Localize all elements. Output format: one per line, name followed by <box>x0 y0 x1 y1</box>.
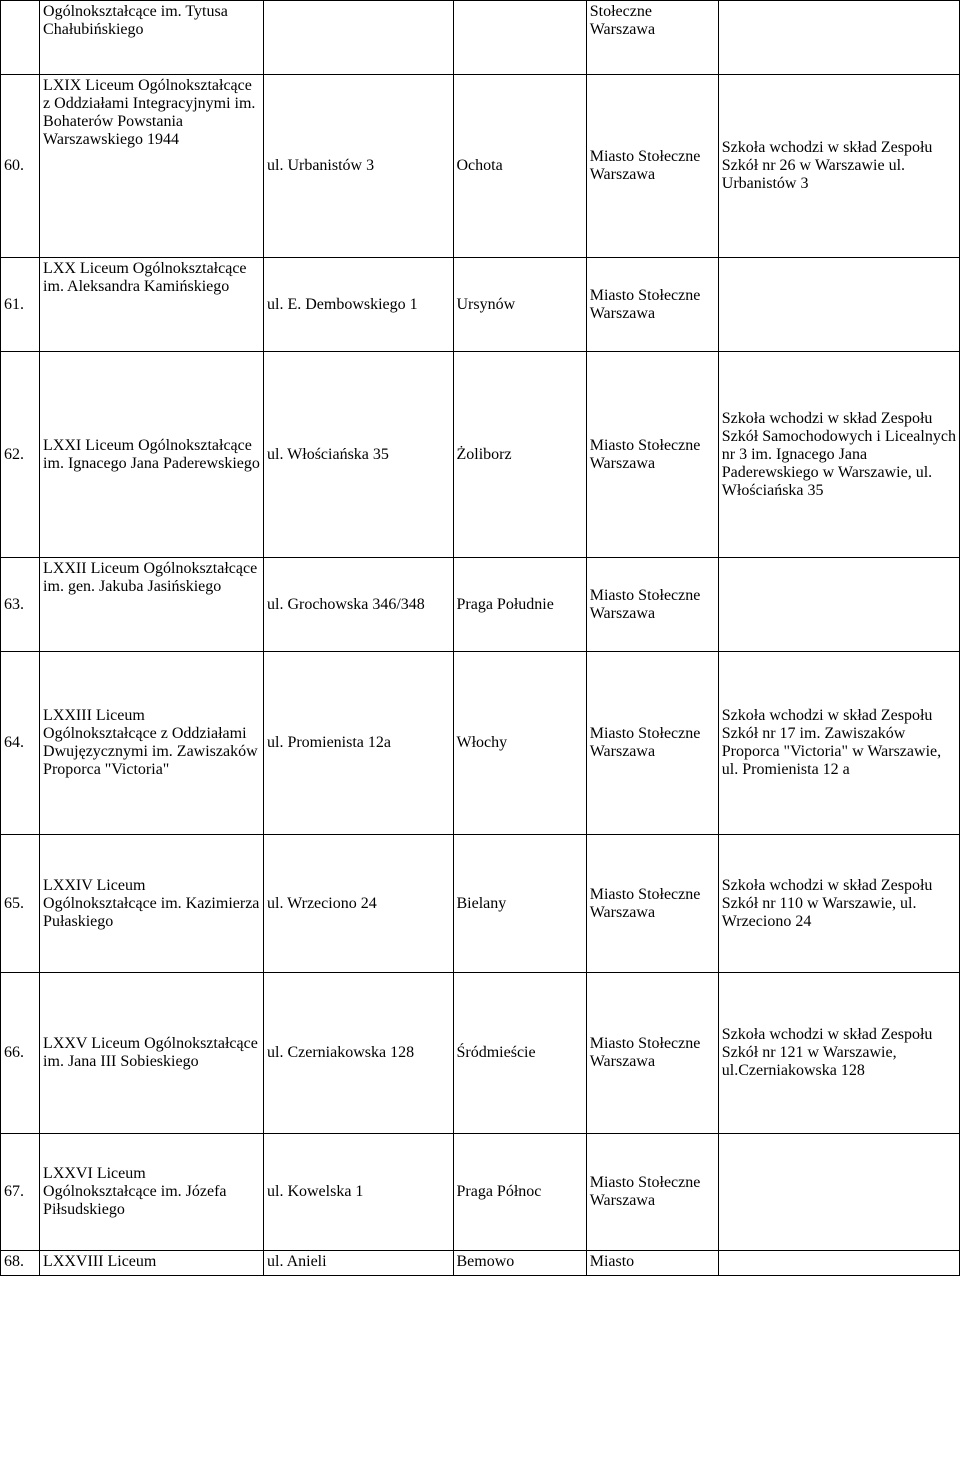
cell-dist: Włochy <box>453 652 586 835</box>
cell-city: Miasto Stołeczne Warszawa <box>586 258 718 352</box>
cell-city: Miasto Stołeczne Warszawa <box>586 558 718 652</box>
table-row: 66. LXXV Liceum Ogólnokształcące im. Jan… <box>1 973 960 1134</box>
cell-num: 61. <box>1 258 40 352</box>
cell-city: Miasto Stołeczne Warszawa <box>586 652 718 835</box>
cell-name: LXXV Liceum Ogólnokształcące im. Jana II… <box>40 973 264 1134</box>
cell-city: Miasto Stołeczne Warszawa <box>586 352 718 558</box>
cell-addr: ul. Kowelska 1 <box>264 1134 454 1251</box>
cell-name: LXX Liceum Ogólnokształcące im. Aleksand… <box>40 258 264 352</box>
cell-city: Miasto Stołeczne Warszawa <box>586 1134 718 1251</box>
table-row: Ogólnokształcące im. Tytusa Chałubińskie… <box>1 1 960 75</box>
cell-name: LXXIII Liceum Ogólnokształcące z Oddział… <box>40 652 264 835</box>
table-row: 68. LXXVIII Liceum ul. Anieli Bemowo Mia… <box>1 1251 960 1276</box>
table-row: 62. LXXI Liceum Ogólnokształcące im. Ign… <box>1 352 960 558</box>
cell-note: Szkoła wchodzi w skład Zespołu Szkół Sam… <box>718 352 959 558</box>
cell-addr: ul. E. Dembowskiego 1 <box>264 258 454 352</box>
cell-note: Szkoła wchodzi w skład Zespołu Szkół nr … <box>718 973 959 1134</box>
cell-addr: ul. Wrzeciono 24 <box>264 835 454 973</box>
cell-addr: ul. Urbanistów 3 <box>264 75 454 258</box>
cell-dist: Praga Północ <box>453 1134 586 1251</box>
cell-dist <box>453 1 586 75</box>
cell-num: 62. <box>1 352 40 558</box>
cell-num: 66. <box>1 973 40 1134</box>
cell-note <box>718 1 959 75</box>
cell-note: Szkoła wchodzi w skład Zespołu Szkół nr … <box>718 652 959 835</box>
cell-dist: Śródmieście <box>453 973 586 1134</box>
cell-city: Miasto Stołeczne Warszawa <box>586 835 718 973</box>
cell-addr: ul. Włościańska 35 <box>264 352 454 558</box>
cell-note: Szkoła wchodzi w skład Zespołu Szkół nr … <box>718 75 959 258</box>
table-row: 65. LXXIV Liceum Ogólnokształcące im. Ka… <box>1 835 960 973</box>
cell-num: 65. <box>1 835 40 973</box>
cell-city: Miasto Stołeczne Warszawa <box>586 75 718 258</box>
cell-dist: Bemowo <box>453 1251 586 1276</box>
cell-note <box>718 1251 959 1276</box>
cell-note <box>718 258 959 352</box>
cell-city: Miasto Stołeczne Warszawa <box>586 973 718 1134</box>
cell-dist: Żoliborz <box>453 352 586 558</box>
schools-table: Ogólnokształcące im. Tytusa Chałubińskie… <box>0 0 960 1276</box>
cell-addr: ul. Grochowska 346/348 <box>264 558 454 652</box>
cell-num: 67. <box>1 1134 40 1251</box>
page: Ogólnokształcące im. Tytusa Chałubińskie… <box>0 0 960 1472</box>
cell-name: LXXVIII Liceum <box>40 1251 264 1276</box>
table-row: 67. LXXVI Liceum Ogólnokształcące im. Jó… <box>1 1134 960 1251</box>
cell-num: 60. <box>1 75 40 258</box>
cell-name: LXXII Liceum Ogólnokształcące im. gen. J… <box>40 558 264 652</box>
cell-addr <box>264 1 454 75</box>
cell-num: 63. <box>1 558 40 652</box>
cell-note: Szkoła wchodzi w skład Zespołu Szkół nr … <box>718 835 959 973</box>
cell-num: 68. <box>1 1251 40 1276</box>
cell-dist: Bielany <box>453 835 586 973</box>
cell-dist: Ursynów <box>453 258 586 352</box>
cell-city: Stołeczne Warszawa <box>586 1 718 75</box>
cell-addr: ul. Promienista 12a <box>264 652 454 835</box>
cell-note <box>718 558 959 652</box>
table-row: 60. LXIX Liceum Ogólnokształcące z Oddzi… <box>1 75 960 258</box>
cell-name: LXXIV Liceum Ogólnokształcące im. Kazimi… <box>40 835 264 973</box>
cell-dist: Ochota <box>453 75 586 258</box>
cell-addr: ul. Czerniakowska 128 <box>264 973 454 1134</box>
table-row: 61. LXX Liceum Ogólnokształcące im. Alek… <box>1 258 960 352</box>
cell-name: LXIX Liceum Ogólnokształcące z Oddziałam… <box>40 75 264 258</box>
cell-num: 64. <box>1 652 40 835</box>
cell-dist: Praga Południe <box>453 558 586 652</box>
table-row: 64. LXXIII Liceum Ogólnokształcące z Odd… <box>1 652 960 835</box>
cell-addr: ul. Anieli <box>264 1251 454 1276</box>
cell-num <box>1 1 40 75</box>
cell-name: Ogólnokształcące im. Tytusa Chałubińskie… <box>40 1 264 75</box>
cell-name: LXXVI Liceum Ogólnokształcące im. Józefa… <box>40 1134 264 1251</box>
cell-name: LXXI Liceum Ogólnokształcące im. Ignaceg… <box>40 352 264 558</box>
table-row: 63. LXXII Liceum Ogólnokształcące im. ge… <box>1 558 960 652</box>
cell-city: Miasto <box>586 1251 718 1276</box>
cell-note <box>718 1134 959 1251</box>
